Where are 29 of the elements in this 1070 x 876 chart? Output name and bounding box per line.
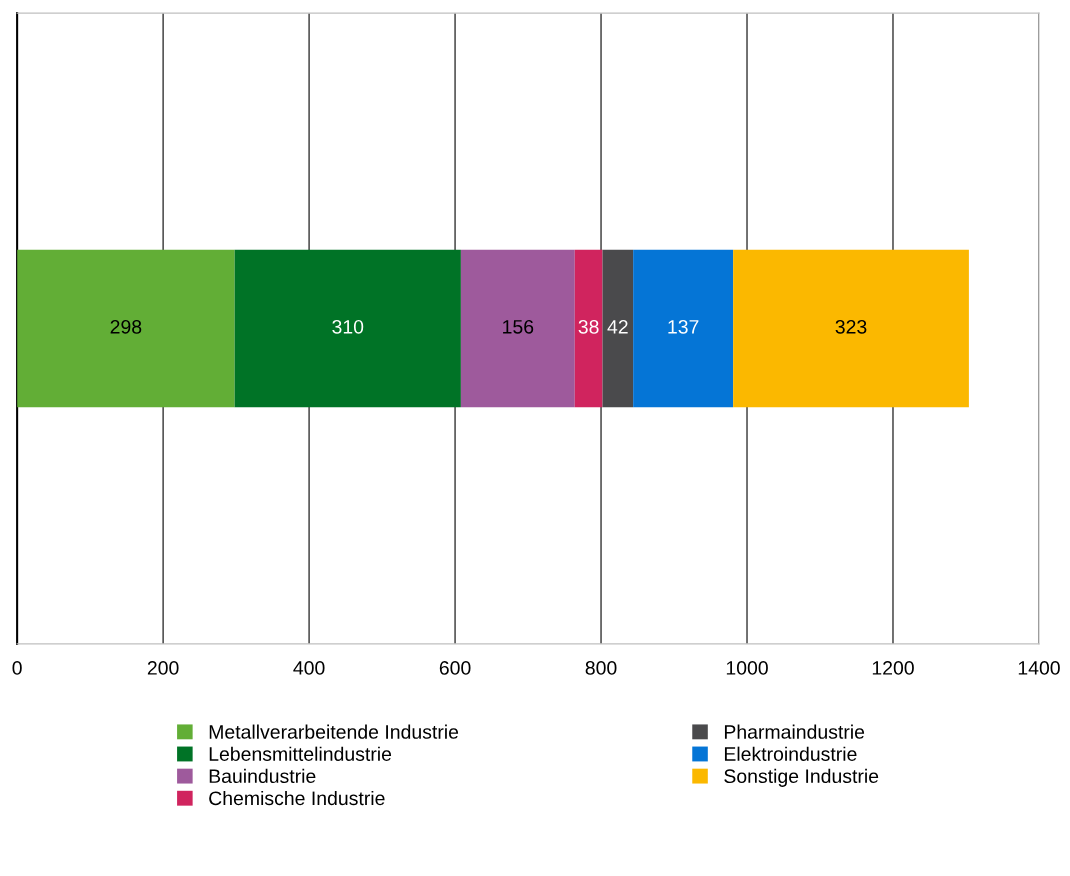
data-label: 42: [607, 319, 628, 334]
bar: [733, 249, 969, 408]
bar: [574, 249, 603, 408]
x-tick-label: 1000: [726, 661, 768, 675]
data-label: 323: [835, 319, 867, 334]
legend-label: Bauindustrie: [209, 768, 316, 784]
legend-label: Chemische Industrie: [209, 790, 385, 806]
legend-label: Metallverarbeitende Industrie: [209, 724, 459, 739]
x-tick-label: 200: [147, 661, 179, 675]
x-tick-label: 1400: [1018, 661, 1060, 675]
bar: [234, 249, 461, 408]
x-tick-label: 600: [439, 661, 471, 675]
x-tick-label: 800: [585, 661, 617, 675]
legend-label: Sonstige Industrie: [724, 768, 879, 787]
x-tick-label: 0: [12, 661, 22, 675]
data-label: 38: [578, 319, 599, 334]
bar: [460, 249, 575, 408]
data-label: 156: [503, 319, 534, 334]
x-tick-label: 1200: [872, 661, 914, 675]
data-label: 137: [668, 319, 699, 334]
data-label: 298: [110, 319, 142, 334]
legend-label: Elektroindustrie: [724, 746, 857, 761]
x-tick-label: 400: [293, 661, 325, 675]
legend-label: Lebensmittelindustrie: [209, 746, 392, 761]
bar: [602, 249, 634, 408]
bar: [633, 249, 734, 408]
legend-label: Pharmaindustrie: [724, 724, 865, 739]
bar: [17, 249, 235, 408]
data-label: 310: [332, 319, 364, 334]
